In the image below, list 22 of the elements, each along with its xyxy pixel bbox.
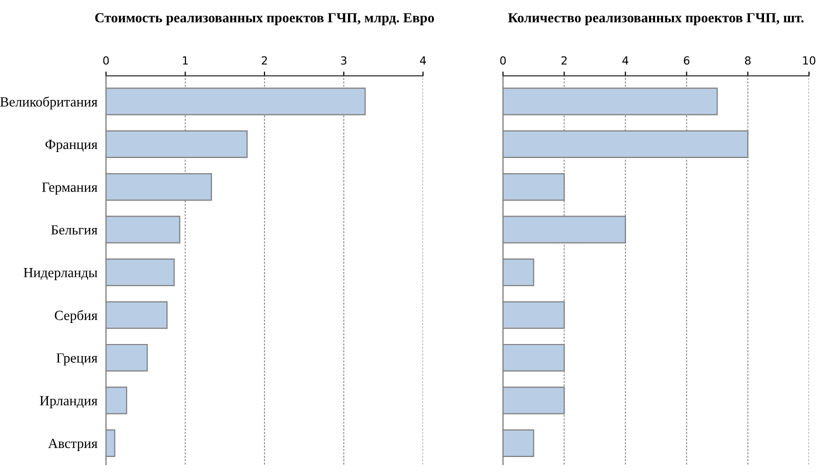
y-tick-label: Сербия [54,310,98,323]
x-tick-label: 8 [745,56,751,65]
y-tick-label: Ирландия [40,396,98,408]
x-tick-label: 4 [622,56,628,64]
x-tick-label: 0 [103,56,109,65]
chart-title: Количество реализованных проектов ГЧП, шт. [508,13,804,26]
x-tick-label: 0 [500,56,506,65]
y-tick-label: Нидерланды [24,268,98,280]
x-tick-label: 2 [262,56,267,64]
x-tick-label: 3 [341,56,346,65]
y-tick-label: Австрия [48,438,98,451]
y-tick-label: Великобритания [0,96,98,110]
y-tick-label: Греция [56,353,98,366]
x-tick-label: 4 [420,56,426,64]
y-tick-label: Германия [42,182,98,195]
y-tick-label: Бельгия [51,225,98,235]
x-tick-label: 6 [684,56,690,65]
x-tick-label: 2 [561,56,567,64]
y-tick-label: Франция [45,140,98,152]
chart-title: Стоимость реализованных проектов ГЧП, млрд. Евро [95,13,434,26]
x-tick-label: 1 [182,56,188,64]
x-tick-label: 10 [803,56,816,65]
